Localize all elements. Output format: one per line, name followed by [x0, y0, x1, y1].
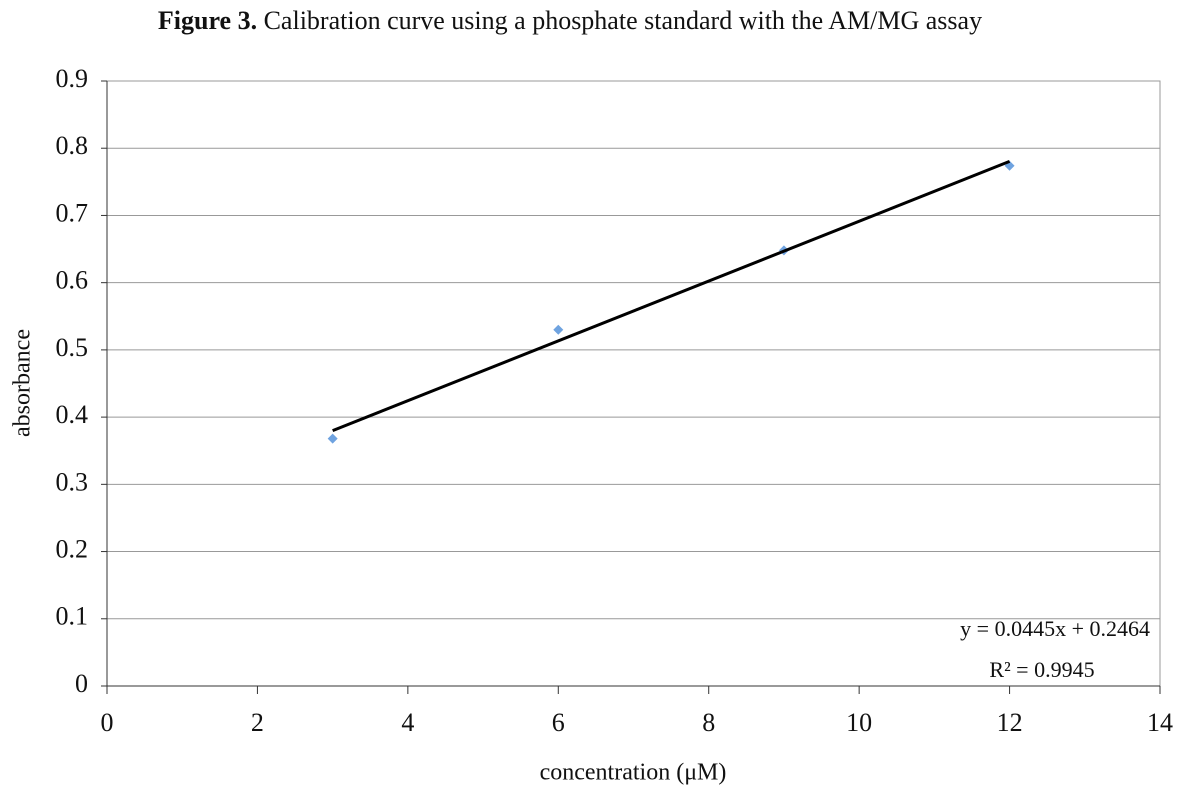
- y-tick-label: 0.1: [56, 602, 89, 631]
- y-tick-label: 0.4: [56, 400, 89, 429]
- y-axis-label: absorbance: [10, 329, 36, 437]
- y-tick-label: 0.6: [56, 266, 89, 295]
- x-tick-label: 2: [251, 708, 264, 737]
- y-tick-label: 0.2: [56, 535, 89, 564]
- y-tick-label: 0.5: [56, 333, 89, 362]
- x-tick-label: 4: [401, 708, 414, 737]
- y-tick-label: 0.9: [56, 64, 89, 93]
- plot-frame: [106, 80, 1161, 687]
- chart-title: Figure 3. Calibration curve using a phos…: [120, 4, 1020, 37]
- data-point: [553, 324, 564, 335]
- title-prefix: Figure 3.: [157, 6, 258, 35]
- y-tick-label: 0: [75, 669, 88, 698]
- y-tick-label: 0.3: [56, 467, 89, 496]
- y-tick-label: 0.8: [56, 131, 89, 160]
- equation-label: y = 0.0445x + 0.2464: [960, 616, 1150, 641]
- data-point: [327, 433, 338, 444]
- trendline: [332, 160, 1011, 433]
- x-tick-label: 14: [1147, 708, 1173, 737]
- title-text: Calibration curve using a phosphate stan…: [263, 6, 983, 35]
- x-tick-label: 8: [702, 708, 715, 737]
- y-tick-label: 0.7: [56, 198, 89, 227]
- x-tick-label: 10: [846, 708, 872, 737]
- x-tick-label: 6: [552, 708, 565, 737]
- x-tick-label: 0: [101, 708, 114, 737]
- x-tick-label: 12: [997, 708, 1023, 737]
- r-squared-label: R² = 0.9945: [989, 657, 1094, 682]
- x-axis-label: concentration (μM): [540, 760, 727, 786]
